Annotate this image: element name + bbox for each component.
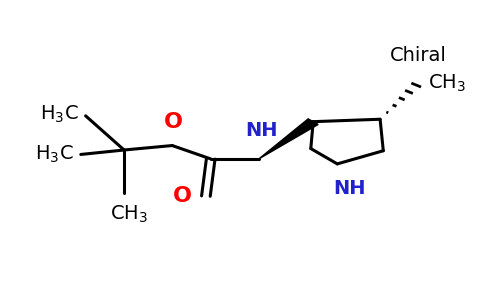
Text: H$_3$C: H$_3$C: [40, 104, 78, 125]
Text: CH$_3$: CH$_3$: [110, 203, 148, 225]
Text: NH: NH: [245, 121, 277, 140]
Text: H$_3$C: H$_3$C: [35, 144, 74, 165]
Polygon shape: [259, 119, 318, 159]
Text: Chiral: Chiral: [390, 46, 447, 65]
Text: CH$_3$: CH$_3$: [428, 73, 466, 94]
Text: O: O: [164, 112, 183, 132]
Text: NH: NH: [333, 179, 365, 198]
Text: O: O: [172, 186, 192, 206]
